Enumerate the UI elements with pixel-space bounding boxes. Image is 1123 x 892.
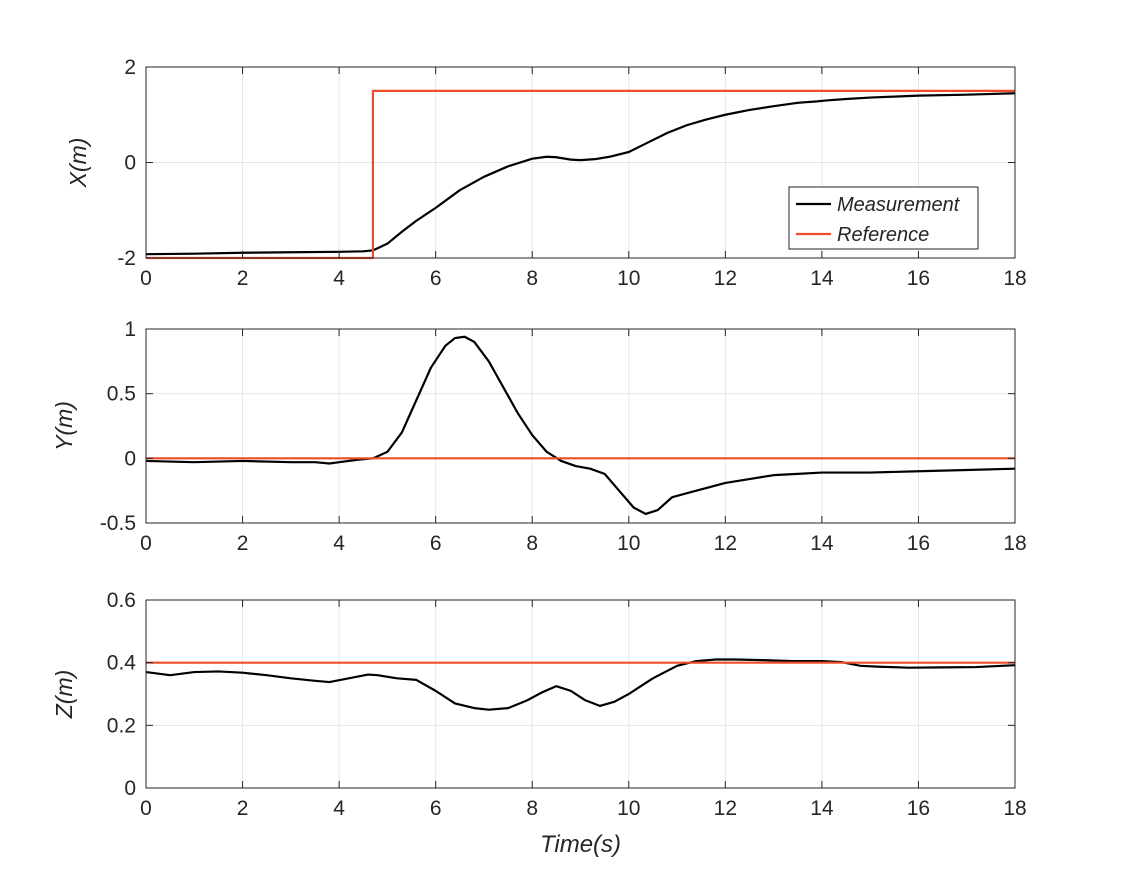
x-tick-label: 6 <box>430 532 442 555</box>
x-tick-label: 12 <box>714 267 737 290</box>
x-tick-label: 14 <box>810 532 834 555</box>
x-tick-label: 0 <box>140 267 152 290</box>
x-tick-label: 14 <box>810 797 834 820</box>
x-tick-label: 4 <box>333 797 345 820</box>
x-tick-label: 18 <box>1003 797 1026 820</box>
y-tick-label: 0.4 <box>107 652 137 675</box>
plot-area <box>146 600 1015 788</box>
x-tick-label: 6 <box>430 267 442 290</box>
x-tick-label: 18 <box>1003 267 1026 290</box>
x-tick-label: 0 <box>140 797 152 820</box>
axes-box <box>145 599 1016 789</box>
x-tick-label: 8 <box>526 797 538 820</box>
axes-box <box>145 328 1016 524</box>
y-axis-label: Z(m) <box>51 670 77 720</box>
x-tick-label: 2 <box>237 532 249 555</box>
x-tick-label: 12 <box>714 532 737 555</box>
plot-area <box>146 329 1015 523</box>
x-tick-label: 8 <box>526 532 538 555</box>
y-tick-label: -0.5 <box>100 512 136 535</box>
y-tick-label: 0.2 <box>107 714 136 737</box>
legend-label-reference: Reference <box>837 224 929 246</box>
y-axis-label: Y(m) <box>51 401 77 451</box>
x-tick-label: 16 <box>907 532 930 555</box>
y-tick-label: -2 <box>117 247 136 270</box>
subplot-2: 0 2 4 6 8 10 12 14 16 18-0.500.51Y(m) <box>51 318 1027 555</box>
x-tick-label: 8 <box>526 267 538 290</box>
x-tick-label: 6 <box>430 797 442 820</box>
legend-box <box>788 186 979 250</box>
y-tick-label: 0 <box>124 152 136 175</box>
y-axis-label: X(m) <box>65 138 91 189</box>
legend: Measurement Reference <box>788 186 979 250</box>
x-tick-label: 0 <box>140 532 152 555</box>
x-tick-label: 12 <box>714 797 737 820</box>
y-tick-label: 1 <box>124 318 136 341</box>
series-line-measurement <box>145 658 1016 711</box>
x-axis-label: Time(s) <box>540 831 621 858</box>
y-tick-label: 0 <box>124 447 136 470</box>
x-tick-label: 10 <box>617 267 640 290</box>
y-tick-label: 0 <box>124 777 136 800</box>
x-tick-label: 14 <box>810 267 834 290</box>
subplot-1: 0 2 4 6 8 10 12 14 16 18-202X(m)MeasurementRefere… <box>65 56 1027 290</box>
y-tick-label: 2 <box>124 56 136 79</box>
legend-label-measurement: Measurement <box>837 194 961 216</box>
y-tick-label: 0.6 <box>107 589 136 612</box>
x-tick-label: 2 <box>237 797 249 820</box>
x-tick-label: 4 <box>333 532 345 555</box>
x-tick-label: 10 <box>617 532 640 555</box>
x-tick-label: 18 <box>1003 532 1026 555</box>
x-tick-label: 16 <box>907 797 930 820</box>
series-line-measurement <box>145 335 1016 516</box>
x-tick-label: 10 <box>617 797 640 820</box>
x-tick-label: 16 <box>907 267 930 290</box>
x-tick-label: 2 <box>237 267 249 290</box>
subplot-3: 0 2 4 6 8 10 12 14 16 18 0 0.2 0.4 0.6 Z(m) Time(s) <box>51 589 1027 858</box>
y-tick-label: 0.5 <box>107 383 136 406</box>
x-tick-label: 4 <box>333 267 345 290</box>
series-line-measurement <box>145 92 1016 256</box>
